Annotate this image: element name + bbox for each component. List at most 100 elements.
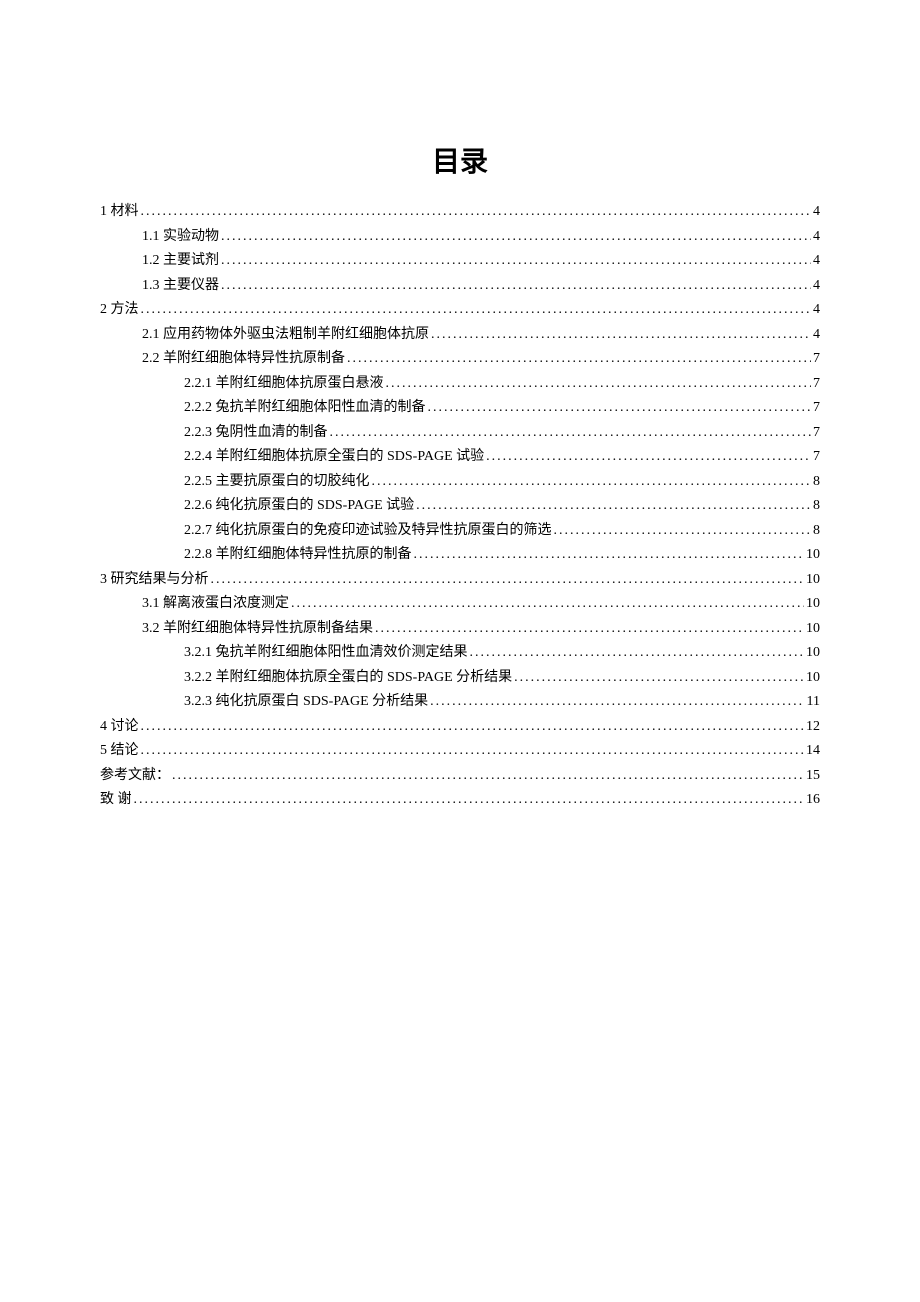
toc-entry-page: 4 — [813, 323, 820, 348]
toc-leader-dots — [141, 715, 805, 740]
toc-entry-label: 1.1 实验动物 — [142, 225, 219, 250]
toc-entry-page: 7 — [813, 372, 820, 397]
toc-entry-label: 参考文献： — [100, 764, 170, 789]
toc-leader-dots — [141, 200, 812, 225]
toc-entry-page: 4 — [813, 200, 820, 225]
toc-entry-label: 5 结论 — [100, 739, 139, 764]
toc-entry-page: 12 — [806, 715, 820, 740]
toc-leader-dots — [141, 298, 812, 323]
toc-entry: 2.2.1 羊附红细胞体抗原蛋白悬液 7 — [100, 372, 820, 397]
toc-entry-label: 2.1 应用药物体外驱虫法粗制羊附红细胞体抗原 — [142, 323, 429, 348]
toc-entry-label: 3.2.2 羊附红细胞体抗原全蛋白的 SDS-PAGE 分析结果 — [184, 666, 512, 691]
toc-entry-label: 2 方法 — [100, 298, 139, 323]
toc-entry: 2.1 应用药物体外驱虫法粗制羊附红细胞体抗原 4 — [100, 323, 820, 348]
toc-entry-page: 10 — [806, 543, 820, 568]
toc-entry: 2.2.5 主要抗原蛋白的切胶纯化 8 — [100, 470, 820, 495]
document-page: 目录 1 材料 4 1.1 实验动物 4 1.2 主要试剂 4 1.3 主要仪器 4 2 方法 4… — [0, 0, 920, 873]
toc-leader-dots — [470, 641, 805, 666]
toc-leader-dots — [172, 764, 804, 789]
toc-entry-label: 致 谢 — [100, 788, 132, 813]
toc-entry-label: 2.2.7 纯化抗原蛋白的免疫印迹试验及特异性抗原蛋白的筛选 — [184, 519, 552, 544]
toc-leader-dots — [134, 788, 805, 813]
toc-leader-dots — [430, 690, 804, 715]
toc-entry-page: 16 — [806, 788, 820, 813]
toc-entry-page: 14 — [806, 739, 820, 764]
toc-entry: 3 研究结果与分析 10 — [100, 568, 820, 593]
toc-entry: 3.2.1 兔抗羊附红细胞体阳性血清效价测定结果 10 — [100, 641, 820, 666]
toc-entry-page: 10 — [806, 617, 820, 642]
toc-entry-label: 2.2.3 兔阴性血清的制备 — [184, 421, 328, 446]
toc-entry: 3.2.2 羊附红细胞体抗原全蛋白的 SDS-PAGE 分析结果 10 — [100, 666, 820, 691]
toc-entry-label: 2.2.6 纯化抗原蛋白的 SDS-PAGE 试验 — [184, 494, 414, 519]
toc-leader-dots — [347, 347, 811, 372]
toc-entry: 2 方法 4 — [100, 298, 820, 323]
toc-entry: 3.2.3 纯化抗原蛋白 SDS-PAGE 分析结果 11 — [100, 690, 820, 715]
toc-entry-page: 7 — [813, 396, 820, 421]
toc-leader-dots — [221, 225, 811, 250]
toc-leader-dots — [554, 519, 812, 544]
toc-entry-page: 4 — [813, 225, 820, 250]
toc-entry-page: 10 — [806, 666, 820, 691]
toc-entry: 1.2 主要试剂 4 — [100, 249, 820, 274]
toc-entry-page: 4 — [813, 298, 820, 323]
toc-entry: 致 谢 16 — [100, 788, 820, 813]
toc-leader-dots — [291, 592, 804, 617]
toc-entry-label: 1.2 主要试剂 — [142, 249, 219, 274]
toc-entry: 2.2.7 纯化抗原蛋白的免疫印迹试验及特异性抗原蛋白的筛选 8 — [100, 519, 820, 544]
toc-entry-page: 8 — [813, 519, 820, 544]
toc-leader-dots — [431, 323, 811, 348]
toc-entry: 3.1 解离液蛋白浓度测定 10 — [100, 592, 820, 617]
toc-entry: 1.3 主要仪器 4 — [100, 274, 820, 299]
toc-entry-page: 7 — [813, 347, 820, 372]
toc-leader-dots — [372, 470, 812, 495]
toc-entry-page: 4 — [813, 274, 820, 299]
toc-leader-dots — [221, 274, 811, 299]
toc-leader-dots — [211, 568, 805, 593]
toc-list: 1 材料41.1 实验动物41.2 主要试剂41.3 主要仪器42 方法42.1… — [100, 200, 820, 813]
toc-entry-label: 2.2.2 兔抗羊附红细胞体阳性血清的制备 — [184, 396, 426, 421]
toc-entry-label: 2.2 羊附红细胞体特异性抗原制备 — [142, 347, 345, 372]
toc-entry-page: 15 — [806, 764, 820, 789]
toc-entry: 1 材料 4 — [100, 200, 820, 225]
toc-leader-dots — [486, 445, 811, 470]
toc-entry-label: 3.2 羊附红细胞体特异性抗原制备结果 — [142, 617, 373, 642]
toc-entry-page: 11 — [807, 690, 820, 715]
toc-entry-label: 3.1 解离液蛋白浓度测定 — [142, 592, 289, 617]
toc-entry: 2.2 羊附红细胞体特异性抗原制备 7 — [100, 347, 820, 372]
toc-leader-dots — [375, 617, 804, 642]
toc-entry: 4 讨论12 — [100, 715, 820, 740]
toc-entry: 2.2.4 羊附红细胞体抗原全蛋白的 SDS-PAGE 试验 7 — [100, 445, 820, 470]
toc-leader-dots — [428, 396, 812, 421]
toc-entry-page: 8 — [813, 470, 820, 495]
toc-entry: 3.2 羊附红细胞体特异性抗原制备结果 10 — [100, 617, 820, 642]
toc-leader-dots — [416, 494, 811, 519]
toc-entry: 5 结论 14 — [100, 739, 820, 764]
toc-entry: 2.2.6 纯化抗原蛋白的 SDS-PAGE 试验 8 — [100, 494, 820, 519]
toc-entry: 1.1 实验动物 4 — [100, 225, 820, 250]
toc-entry-page: 8 — [813, 494, 820, 519]
toc-entry-page: 7 — [813, 421, 820, 446]
toc-entry-label: 2.2.8 羊附红细胞体特异性抗原的制备 — [184, 543, 412, 568]
toc-entry-label: 2.2.1 羊附红细胞体抗原蛋白悬液 — [184, 372, 384, 397]
toc-leader-dots — [141, 739, 805, 764]
toc-entry-label: 3 研究结果与分析 — [100, 568, 209, 593]
toc-entry-label: 2.2.5 主要抗原蛋白的切胶纯化 — [184, 470, 370, 495]
toc-entry-label: 1 材料 — [100, 200, 139, 225]
toc-leader-dots — [221, 249, 811, 274]
toc-leader-dots — [414, 543, 805, 568]
toc-entry-label: 2.2.4 羊附红细胞体抗原全蛋白的 SDS-PAGE 试验 — [184, 445, 484, 470]
toc-entry-page: 7 — [813, 445, 820, 470]
toc-entry-label: 3.2.1 兔抗羊附红细胞体阳性血清效价测定结果 — [184, 641, 468, 666]
toc-leader-dots — [386, 372, 812, 397]
toc-entry-page: 10 — [806, 641, 820, 666]
toc-entry-label: 1.3 主要仪器 — [142, 274, 219, 299]
toc-title: 目录 — [100, 140, 820, 180]
toc-entry-page: 10 — [806, 592, 820, 617]
toc-leader-dots — [514, 666, 804, 691]
toc-entry-page: 10 — [806, 568, 820, 593]
toc-leader-dots — [330, 421, 812, 446]
toc-entry: 2.2.8 羊附红细胞体特异性抗原的制备 10 — [100, 543, 820, 568]
toc-entry-page: 4 — [813, 249, 820, 274]
toc-entry-label: 3.2.3 纯化抗原蛋白 SDS-PAGE 分析结果 — [184, 690, 428, 715]
toc-entry: 参考文献： 15 — [100, 764, 820, 789]
